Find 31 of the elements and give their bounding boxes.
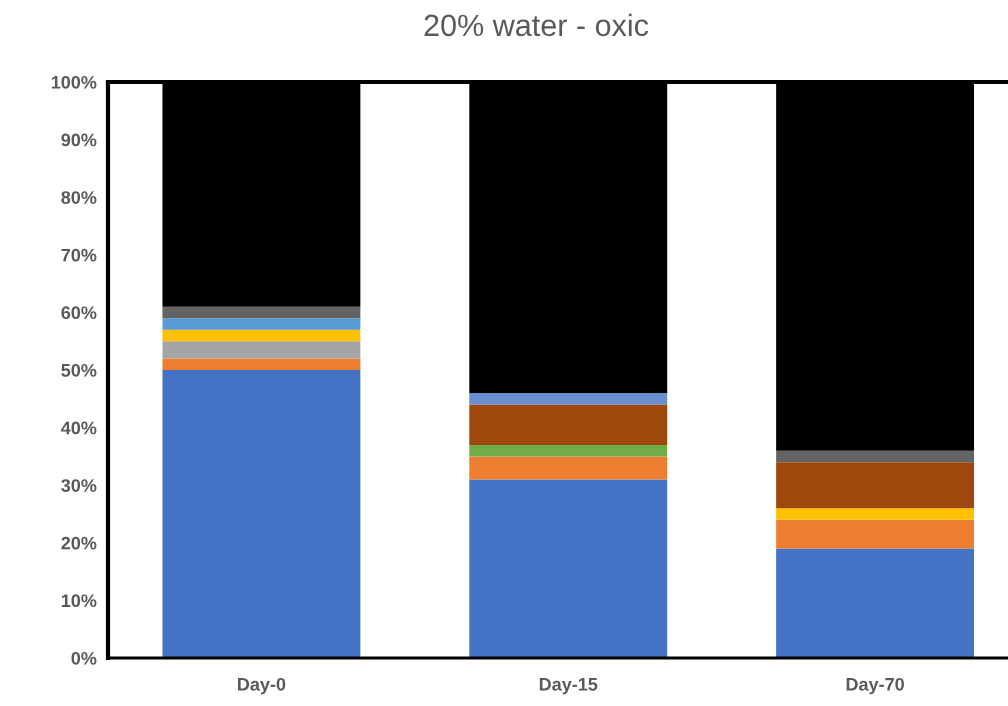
y-tick-label: 90% — [61, 133, 97, 147]
bar — [469, 456, 668, 480]
bar — [469, 393, 668, 405]
bar — [469, 479, 668, 658]
y-tick-label: 60% — [61, 306, 97, 320]
x-tick-label: Day-15 — [539, 678, 598, 695]
bar — [162, 306, 361, 319]
bar — [162, 358, 361, 370]
bar — [162, 329, 361, 342]
y-tick-label: 40% — [61, 421, 97, 435]
x-tick-label: Day-70 — [846, 677, 904, 695]
y-tick-label: 50% — [61, 363, 97, 377]
y-tick-label: 30% — [61, 479, 97, 492]
bar — [469, 444, 668, 457]
y-tick-label: 70% — [61, 248, 97, 262]
y-tick-label: 10% — [61, 594, 97, 608]
y-tick-label: 100% — [51, 75, 97, 89]
bar — [776, 548, 975, 658]
bar — [469, 404, 668, 445]
bar — [162, 370, 361, 658]
bar — [162, 341, 361, 359]
bar — [776, 508, 975, 520]
bar — [776, 462, 975, 509]
bar — [162, 318, 361, 330]
bar — [776, 450, 975, 463]
y-tick-label: 0% — [71, 651, 97, 665]
x-tick-label: Day-0 — [238, 677, 286, 695]
chart-title: 20% water - oxic — [424, 13, 649, 37]
y-tick-label: 20% — [61, 536, 97, 550]
y-tick-label: 80% — [61, 191, 97, 204]
bar — [776, 519, 975, 549]
